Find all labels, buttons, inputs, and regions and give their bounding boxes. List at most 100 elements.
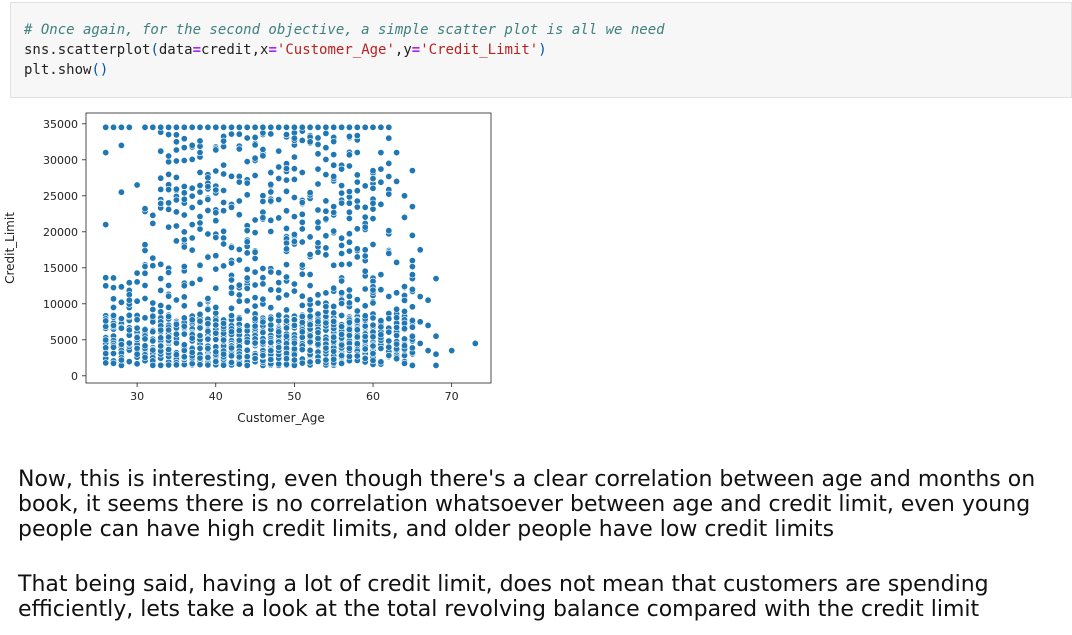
data-point bbox=[165, 158, 173, 166]
y-tick-label: 20000 bbox=[43, 226, 78, 239]
data-point bbox=[393, 149, 401, 157]
data-point bbox=[353, 326, 361, 334]
data-point bbox=[102, 123, 110, 131]
data-point bbox=[369, 350, 377, 358]
data-point bbox=[330, 209, 338, 217]
data-point bbox=[149, 312, 157, 320]
data-point bbox=[322, 155, 330, 163]
x-tick-label: 30 bbox=[130, 390, 144, 403]
data-point bbox=[377, 358, 385, 366]
data-point bbox=[267, 123, 275, 131]
data-point bbox=[149, 337, 157, 345]
code-cell[interactable]: # Once again, for the second objective, … bbox=[10, 2, 1072, 98]
data-point bbox=[353, 123, 361, 131]
data-point bbox=[338, 234, 346, 242]
data-point bbox=[408, 344, 416, 352]
data-point bbox=[400, 325, 408, 333]
data-point bbox=[416, 339, 424, 347]
data-point bbox=[172, 123, 180, 131]
data-point bbox=[235, 130, 243, 138]
data-point bbox=[220, 170, 228, 178]
data-point bbox=[235, 291, 243, 299]
data-point bbox=[251, 339, 259, 347]
data-point bbox=[275, 286, 283, 294]
data-point bbox=[251, 154, 259, 162]
data-point bbox=[228, 328, 236, 336]
x-tick-label: 70 bbox=[445, 390, 459, 403]
data-point bbox=[204, 295, 212, 303]
code-func: plt.show bbox=[24, 62, 92, 78]
data-point bbox=[369, 286, 377, 294]
data-point bbox=[172, 339, 180, 347]
data-point bbox=[212, 217, 220, 225]
data-point bbox=[188, 155, 196, 163]
data-point bbox=[275, 214, 283, 222]
data-point bbox=[117, 188, 125, 196]
code-line-scatterplot: sns.scatterplot(data=credit,x='Customer_… bbox=[24, 42, 547, 58]
data-point bbox=[353, 171, 361, 179]
data-point bbox=[345, 325, 353, 333]
data-point bbox=[408, 167, 416, 175]
data-point bbox=[330, 347, 338, 355]
data-point bbox=[180, 189, 188, 197]
data-point bbox=[275, 279, 283, 287]
data-point bbox=[196, 225, 204, 233]
data-point bbox=[243, 238, 251, 246]
data-point bbox=[424, 347, 432, 355]
data-point bbox=[172, 138, 180, 146]
data-point bbox=[385, 337, 393, 345]
data-point bbox=[408, 323, 416, 331]
data-point bbox=[385, 159, 393, 167]
data-point bbox=[204, 196, 212, 204]
data-point bbox=[353, 296, 361, 304]
data-point bbox=[196, 213, 204, 221]
data-point bbox=[338, 323, 346, 331]
data-point bbox=[408, 203, 416, 211]
data-point bbox=[212, 303, 220, 311]
data-point bbox=[251, 315, 259, 323]
data-point bbox=[275, 163, 283, 171]
data-point bbox=[290, 238, 298, 246]
data-point bbox=[188, 192, 196, 200]
data-point bbox=[267, 197, 275, 205]
data-point bbox=[251, 255, 259, 263]
data-point bbox=[196, 310, 204, 318]
data-point bbox=[369, 123, 377, 131]
data-point bbox=[196, 198, 204, 206]
data-point bbox=[117, 123, 125, 131]
data-point bbox=[259, 280, 267, 288]
data-point bbox=[196, 354, 204, 362]
data-point bbox=[369, 175, 377, 183]
data-point bbox=[400, 342, 408, 350]
data-point bbox=[110, 274, 118, 282]
data-point bbox=[228, 244, 236, 252]
data-point bbox=[180, 183, 188, 191]
code-line-comment: # Once again, for the second objective, … bbox=[24, 22, 665, 38]
data-point bbox=[102, 221, 110, 229]
data-point bbox=[228, 312, 236, 320]
data-point bbox=[228, 289, 236, 297]
data-point bbox=[180, 282, 188, 290]
x-axis-label: Customer_Age bbox=[237, 411, 325, 425]
data-point bbox=[282, 332, 290, 340]
data-point bbox=[338, 300, 346, 308]
data-point bbox=[188, 141, 196, 149]
data-point bbox=[141, 342, 149, 350]
data-point bbox=[243, 322, 251, 330]
data-point bbox=[220, 336, 228, 344]
data-point bbox=[282, 207, 290, 215]
code-arg-value: credit,x bbox=[201, 42, 269, 58]
data-point bbox=[157, 286, 165, 294]
markdown-paragraph-correlation: Now, this is interesting, even though th… bbox=[18, 467, 1036, 542]
data-point bbox=[338, 123, 346, 131]
data-point bbox=[377, 149, 385, 157]
data-point bbox=[212, 329, 220, 337]
data-point bbox=[282, 239, 290, 247]
data-point bbox=[220, 123, 228, 131]
data-point bbox=[212, 265, 220, 273]
data-point bbox=[165, 361, 173, 369]
data-point bbox=[180, 322, 188, 330]
data-point bbox=[338, 289, 346, 297]
code-func: sns.scatterplot bbox=[24, 42, 151, 58]
data-point bbox=[196, 182, 204, 190]
